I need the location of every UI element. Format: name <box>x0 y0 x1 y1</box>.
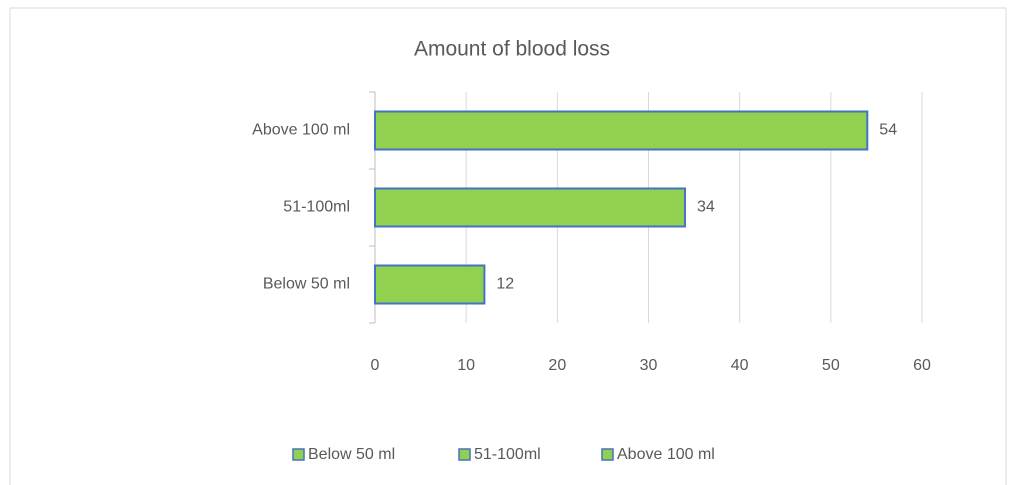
x-tick-label: 0 <box>371 357 380 374</box>
data-label: 12 <box>496 276 514 293</box>
data-label: 54 <box>879 122 897 139</box>
legend-swatch <box>601 448 614 461</box>
bar <box>374 264 486 305</box>
y-tick-label: 51-100ml <box>283 199 350 216</box>
legend-label: Below 50 ml <box>308 446 395 463</box>
legend-swatch <box>458 448 471 461</box>
chart-frame <box>9 7 1007 485</box>
legend-label: Above 100 ml <box>617 446 715 463</box>
legend-swatch <box>292 448 305 461</box>
y-tick-label: Above 100 ml <box>252 122 350 139</box>
bar <box>374 187 686 228</box>
chart-title: Amount of blood loss <box>414 38 610 61</box>
data-label: 34 <box>697 199 715 216</box>
bar <box>374 110 869 151</box>
x-tick-label: 40 <box>731 357 749 374</box>
x-tick-label: 20 <box>548 357 566 374</box>
x-tick-label: 50 <box>822 357 840 374</box>
legend-label: 51-100ml <box>474 446 541 463</box>
y-tick-label: Below 50 ml <box>263 276 350 293</box>
x-tick-label: 30 <box>640 357 658 374</box>
x-tick-label: 60 <box>913 357 931 374</box>
x-tick-label: 10 <box>457 357 475 374</box>
